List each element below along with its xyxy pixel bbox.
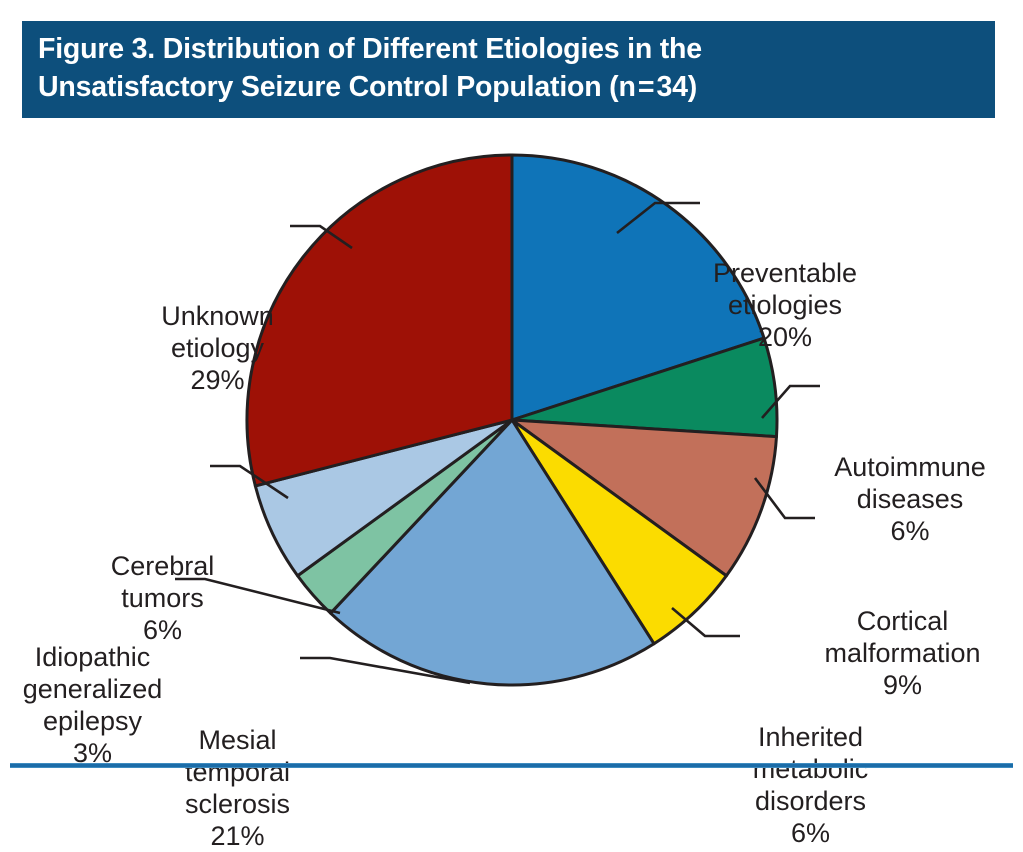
pie-label-preventable-etiologies: Preventable etiologies 20% [712, 258, 858, 352]
pie-label-inherited-metabolic-disorders: Inherited metabolic disorders 6% [752, 722, 869, 848]
bottom-divider-rule [10, 763, 1013, 768]
pie-label-autoimmune-diseases: Autoimmune diseases 6% [834, 452, 986, 546]
pie-label-cortical-malformation: Cortical malformation 9% [824, 606, 981, 700]
pie-label-unknown-etiology: Unknown etiology 29% [161, 301, 274, 395]
leader-line-preventable [616, 201, 700, 235]
leader-line-inherited [671, 607, 740, 638]
figure-title-banner: Figure 3. Distribution of Different Etio… [22, 21, 995, 118]
leader-line-autoimmune [761, 384, 820, 419]
pie-label-idiopathic-generalized-epilepsy: Idiopathic generalized epilepsy 3% [22, 642, 163, 768]
pie-slice-mesial-temporal-sclerosis[interactable]: Mesial temporal sclerosis 21% [329, 418, 656, 687]
pie-label-cerebral-tumors: Cerebral tumors 6% [110, 551, 215, 645]
leader-line-cerebral [210, 464, 289, 500]
leader-line-mesial [300, 656, 471, 685]
pie-chart-svg: Preventable etiologies 20%Autoimmune dis… [175, 153, 820, 687]
pie-slice-preventable-etiologies[interactable]: Preventable etiologies 20% [510, 153, 766, 422]
pie-slice-unknown-etiology[interactable]: Unknown etiology 29% [245, 153, 514, 488]
leader-line-unknown [290, 224, 353, 250]
leader-line-cortical [753, 477, 815, 520]
pie-slice-cortical-malformation[interactable]: Cortical malformation 9% [510, 418, 778, 578]
pie-chart-area: Preventable etiologies 20% Autoimmune dis… [0, 118, 1023, 851]
pie-slice-group: Preventable etiologies 20%Autoimmune dis… [245, 153, 779, 687]
figure-title-line-2: Unsatisfactory Seizure Control Populatio… [38, 71, 698, 103]
figure-title-line-1: Figure 3. Distribution of Different Etio… [38, 33, 702, 65]
leader-line-idiopathic [175, 577, 341, 615]
leader-line-group [175, 201, 820, 685]
